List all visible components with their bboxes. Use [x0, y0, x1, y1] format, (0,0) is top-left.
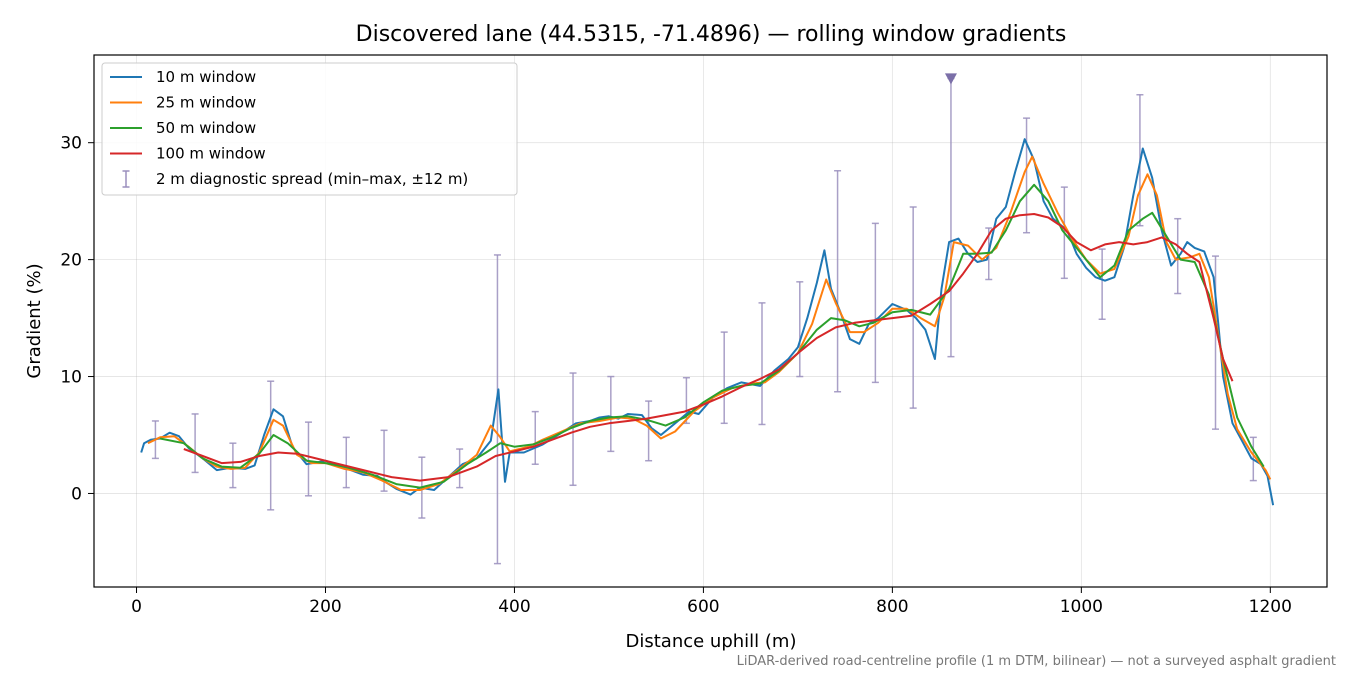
spread-bar [758, 302, 766, 426]
spread-bar [493, 254, 501, 565]
legend-label: 10 m window [156, 68, 256, 86]
spread-bar [569, 372, 577, 487]
series-lines [140, 138, 1275, 506]
y-tick-label: 20 [60, 251, 82, 271]
spread-bar [191, 413, 199, 474]
x-axis-label: Distance uphill (m) [626, 631, 797, 652]
spread-bar [909, 206, 917, 409]
spread-bar [1212, 255, 1220, 430]
peak-marker-triangle [944, 73, 957, 85]
legend-label: 25 m window [156, 94, 256, 112]
legend-label: 50 m window [156, 119, 256, 137]
x-tick-label: 800 [876, 597, 908, 617]
footnote: LiDAR-derived road-centreline profile (1… [737, 654, 1336, 669]
legend-label: 2 m diagnostic spread (min–max, ±12 m) [156, 170, 468, 188]
spread-bar [834, 170, 842, 393]
series-line-2 [147, 155, 1272, 491]
spread-bar [531, 410, 539, 465]
spread-bar [229, 442, 237, 489]
spread-bar [304, 421, 312, 497]
plot-frame [93, 54, 1328, 588]
spread-bar [267, 380, 275, 511]
spread-bar [1023, 117, 1031, 234]
y-tick-label: 10 [60, 368, 82, 388]
legend-box [101, 62, 518, 196]
x-tick-label: 1000 [1060, 597, 1103, 617]
spread-bar [342, 436, 350, 489]
series-line-4 [183, 213, 1234, 482]
series-line-3 [159, 183, 1265, 489]
y-tick-label: 30 [60, 134, 82, 154]
spread-bar [871, 222, 879, 384]
spread-bar [1098, 248, 1106, 320]
spread-bar [796, 281, 804, 378]
legend-label: 100 m window [156, 145, 266, 163]
x-tick-label: 1200 [1249, 597, 1292, 617]
y-tick-label: 0 [71, 484, 82, 504]
x-tick-label: 600 [687, 597, 719, 617]
chart-title: Discovered lane (44.5315, -71.4896) — ro… [356, 22, 1067, 47]
x-tick-label: 400 [498, 597, 530, 617]
spread-bar [720, 331, 728, 425]
legend-swatch-errorbar [122, 170, 130, 188]
legend: 10 m window 25 m window 50 m window 100 m w… [101, 62, 518, 196]
spread-bar [607, 375, 615, 453]
spread-bar [645, 400, 653, 462]
y-axis-label: Gradient (%) [24, 263, 45, 378]
x-tick-label: 0 [131, 597, 142, 617]
marker [944, 73, 957, 85]
spread-bar [947, 77, 955, 358]
x-tick-label: 200 [309, 597, 341, 617]
y-axis-ticks: 0 10 20 30 [60, 134, 94, 504]
x-axis-ticks: 0 200 400 600 800 1000 1200 [131, 587, 1292, 617]
